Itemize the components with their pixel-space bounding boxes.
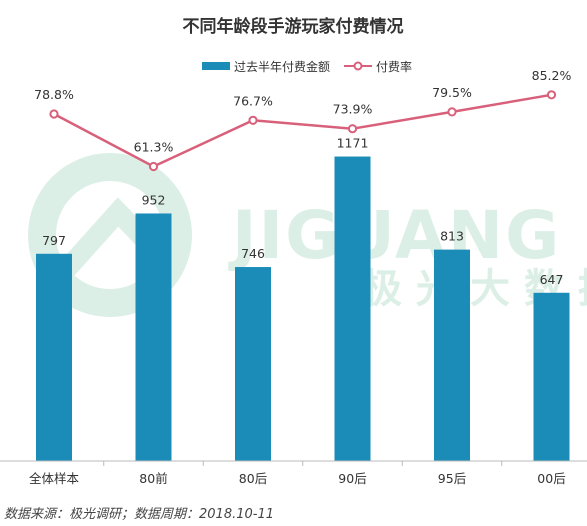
line-data-label: 85.2% [532, 68, 572, 83]
bar [235, 267, 271, 461]
bar-data-label: 647 [540, 272, 564, 287]
bar [334, 156, 371, 462]
bar [36, 253, 72, 461]
line-data-label: 76.7% [233, 93, 273, 108]
bar-data-label: 746 [241, 246, 265, 261]
legend-line-marker [353, 61, 363, 71]
source-note: 数据来源：极光调研；数据周期：2018.10-11 [4, 507, 274, 522]
legend: 过去半年付费金额 付费率 [202, 59, 412, 74]
watermark-text: JIGUANG [228, 197, 561, 274]
line-path [53, 93, 552, 168]
legend-bar-label: 过去半年付费金额 [234, 59, 330, 74]
x-tick-label: 00后 [537, 471, 565, 486]
line-series: 78.8% 61.3% 76.7% 73.9% 79.5% 85.2% [34, 68, 572, 172]
legend-line-label: 付费率 [376, 59, 412, 74]
bar [533, 292, 570, 461]
line-point [49, 109, 59, 119]
x-tick-label: 90后 [338, 471, 366, 486]
chart-title: 不同年龄段手游玩家付费情况 [183, 16, 404, 37]
line-point [347, 124, 358, 134]
line-point [546, 90, 557, 100]
bar-data-label: 797 [42, 233, 66, 248]
bar-data-label: 952 [142, 192, 166, 207]
x-axis-ticks: 全体样本 80前 80后 90后 95后 00后 [29, 461, 566, 486]
bar-series: 797 952 746 1171 813 647 [36, 136, 570, 462]
bar [434, 249, 470, 461]
line-data-label: 79.5% [432, 85, 472, 100]
line-data-label: 73.9% [333, 102, 373, 117]
x-tick-label: 95后 [438, 471, 466, 486]
x-tick-label: 80后 [239, 471, 267, 486]
x-tick-label: 80前 [139, 471, 167, 486]
x-tick-label: 全体样本 [29, 471, 80, 486]
bar [135, 213, 172, 461]
watermark: JIGUANG 极光大数据 [28, 153, 587, 317]
bar-data-label: 1171 [337, 136, 369, 151]
line-point [148, 161, 159, 172]
bar-data-label: 813 [440, 229, 464, 244]
line-point [248, 115, 258, 125]
legend-bar-swatch [202, 62, 230, 70]
line-point [447, 107, 457, 117]
line-data-label: 78.8% [34, 87, 74, 102]
line-data-label: 61.3% [134, 140, 174, 155]
